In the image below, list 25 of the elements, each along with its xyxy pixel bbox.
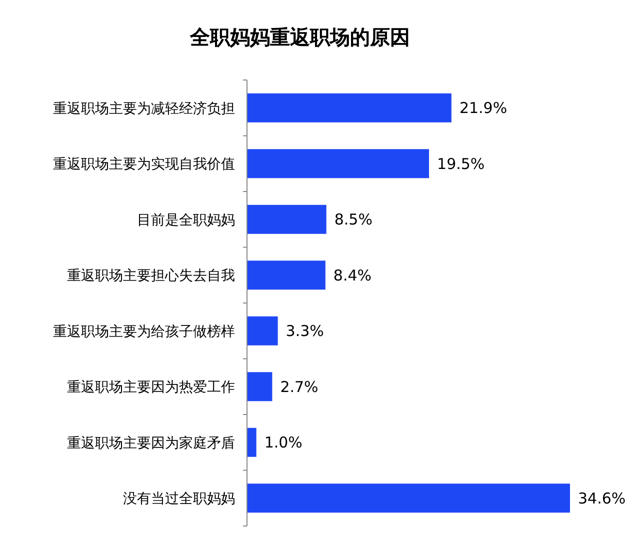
y-tick-label: 重返职场主要担心失去自我: [67, 268, 235, 284]
data-label: 3.3%: [286, 322, 324, 340]
data-label: 8.5%: [334, 210, 372, 229]
data-label: 34.6%: [578, 489, 626, 508]
bar: [247, 428, 256, 457]
y-tick-label: 没有当过全职妈妈: [123, 491, 235, 508]
bar: [247, 93, 452, 122]
y-tick-label: 目前是全职妈妈: [137, 212, 235, 228]
data-label: 1.0%: [264, 434, 302, 452]
y-tick-label: 重返职场主要为实现自我价值: [53, 156, 235, 173]
bar: [247, 316, 278, 346]
data-label: 8.4%: [333, 266, 372, 284]
y-tick-label: 重返职场主要因为家庭矛盾: [67, 435, 235, 452]
y-tick-label: 重返职场主要为给孩子做榜样: [53, 324, 235, 340]
data-label: 2.7%: [280, 378, 318, 396]
bar: [247, 260, 326, 290]
data-label: 19.5%: [437, 154, 485, 173]
bar: [247, 149, 430, 178]
bar: [247, 484, 570, 513]
data-label: 21.9%: [459, 99, 508, 118]
bar: [247, 372, 272, 402]
y-tick-label: 重返职场主要因为热爱工作: [67, 380, 235, 396]
chart-title: 全职妈妈重返职场的原因: [189, 25, 410, 49]
y-tick-label: 重返职场主要为减轻经济负担: [53, 100, 235, 117]
bar: [247, 204, 326, 234]
